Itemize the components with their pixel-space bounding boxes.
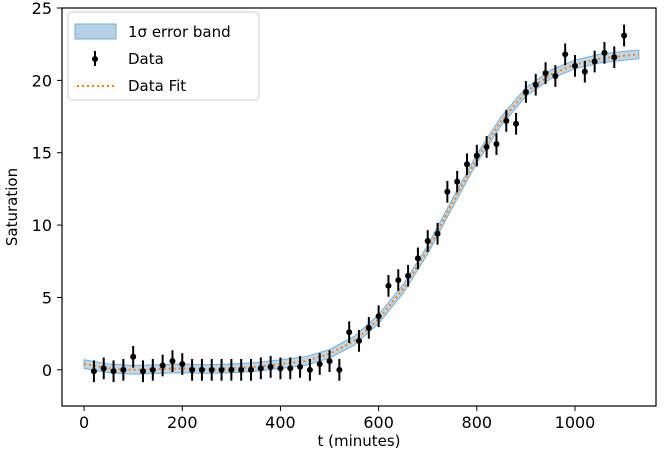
data-point	[169, 358, 176, 365]
data-point	[522, 88, 529, 95]
data-point	[228, 366, 235, 373]
data-point	[110, 368, 117, 375]
data-point	[464, 161, 470, 168]
y-axis-label: Saturation	[3, 168, 21, 246]
data-point	[297, 363, 304, 370]
legend-label-data: Data	[128, 50, 164, 68]
data-point	[120, 366, 127, 373]
data-point	[513, 120, 520, 127]
y-tick-label: 5	[42, 288, 52, 307]
data-point	[375, 313, 382, 320]
data-point	[257, 365, 264, 372]
data-point	[316, 361, 323, 368]
legend-label-band: 1σ error band	[128, 23, 231, 41]
x-tick-label: 0	[79, 413, 89, 432]
x-tick-label: 600	[363, 413, 394, 432]
data-point	[483, 143, 490, 150]
y-tick-label: 15	[32, 144, 52, 163]
data-point	[503, 117, 510, 124]
data-point	[159, 362, 166, 369]
data-point	[130, 353, 137, 360]
data-point	[591, 58, 598, 65]
data-point	[581, 68, 588, 75]
data-points-layer	[90, 24, 628, 383]
data-point	[149, 366, 156, 373]
fit-line	[83, 53, 639, 371]
data-point	[424, 238, 431, 245]
data-point	[365, 324, 372, 331]
data-point	[356, 337, 362, 344]
data-point	[306, 366, 313, 373]
data-point	[473, 152, 480, 159]
data-point	[346, 329, 353, 336]
y-tick-label: 25	[32, 0, 52, 18]
data-point	[414, 255, 421, 262]
data-point	[454, 178, 461, 185]
data-point	[611, 54, 618, 61]
data-point	[90, 368, 97, 375]
x-axis-ticks: 0 200 400 600 800 1000	[79, 406, 595, 432]
x-tick-label: 1000	[555, 413, 596, 432]
legend-band-swatch	[74, 23, 117, 40]
y-tick-label: 20	[32, 71, 52, 90]
data-point	[277, 365, 284, 372]
data-point	[572, 62, 578, 69]
data-point	[189, 366, 196, 373]
y-tick-label: 0	[42, 361, 52, 380]
data-point	[395, 277, 402, 284]
data-point	[208, 366, 215, 373]
data-point	[532, 81, 539, 88]
data-point	[434, 230, 441, 237]
data-point	[218, 366, 225, 373]
data-point	[267, 363, 274, 370]
data-point	[248, 366, 254, 373]
data-point	[405, 272, 412, 279]
data-point	[385, 282, 392, 289]
y-axis-ticks: 0 5 10 15 20 25	[32, 0, 62, 380]
data-point	[493, 141, 500, 148]
data-point	[552, 73, 559, 80]
data-point	[100, 365, 107, 372]
data-point	[287, 365, 294, 372]
data-point	[542, 70, 549, 77]
data-point	[326, 358, 333, 365]
y-tick-label: 10	[32, 216, 52, 235]
data-point	[238, 366, 245, 373]
plot-area-frame	[61, 7, 657, 407]
legend-data-marker	[92, 56, 98, 62]
data-point	[444, 188, 451, 195]
x-tick-label: 800	[462, 413, 493, 432]
data-point	[140, 368, 146, 375]
legend: 1σ error band Data Data Fit	[67, 11, 260, 101]
x-axis-label: t (minutes)	[317, 432, 400, 450]
data-point	[601, 49, 608, 56]
data-point	[336, 366, 343, 373]
data-point	[621, 32, 628, 39]
x-tick-label: 400	[265, 413, 296, 432]
legend-label-fit: Data Fit	[128, 77, 186, 95]
fit-line-layer	[83, 53, 639, 371]
data-point	[562, 51, 569, 58]
data-point	[179, 361, 186, 368]
data-point	[198, 366, 205, 373]
x-tick-label: 200	[167, 413, 198, 432]
